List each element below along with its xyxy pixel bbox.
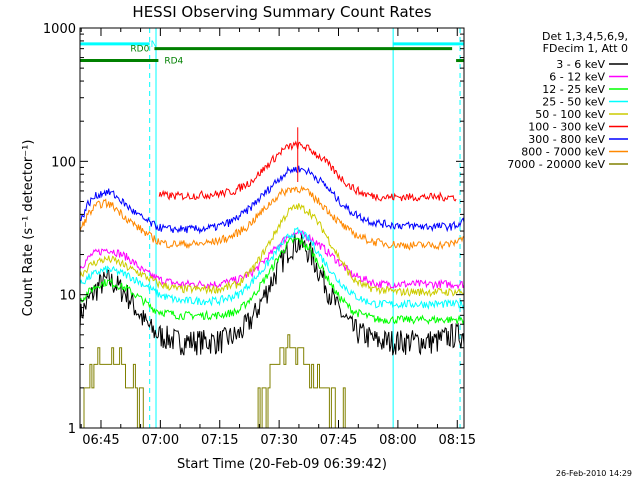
flag-label-rd4: RD4 [164,57,183,67]
legend-label-100-300-kev: 100 - 300 keV [528,121,605,134]
series-line-3-6-kev [79,232,465,356]
series-line-50-100-kev [79,203,465,298]
series-line-6-12-kev [79,229,465,291]
y-axis-label: Count Rate (s⁻¹ detector⁻¹) [21,140,36,317]
y-tick-label: 100 [51,155,76,170]
series-line-7000-20000-kev [80,334,464,429]
x-tick-label: 08:15 [439,433,476,448]
legend-header-line-2: FDecim 1, Att 0 [543,42,628,55]
legend-label-800-7000-kev: 800 - 7000 keV [521,146,605,159]
legend-label-12-25-kev: 12 - 25 keV [542,83,605,96]
legend-label-3-6-kev: 3 - 6 keV [556,58,605,71]
legend-header-line-1: Det 1,3,4,5,6,9, [542,30,628,43]
legend-label-50-100-kev: 50 - 100 keV [535,108,605,121]
chart-title: HESSI Observing Summary Count Rates [132,3,431,21]
legend-label-6-12-kev: 6 - 12 keV [549,71,605,84]
series-line-800-7000-kev [79,185,465,251]
y-tick-label: 1 [68,422,76,437]
series-line-300-800-kev [80,165,465,235]
y-tick-label: 10 [59,289,76,304]
legend-label-25-50-kev: 25 - 50 keV [542,96,605,109]
x-tick-label: 07:00 [142,433,179,448]
axes: 1 10 100 1000 06:45 07:00 07:15 07:30 07:45 08:00… [43,22,476,448]
legend-label-7000-20000-kev: 7000 - 20000 keV [507,158,605,171]
series-line-100-300-kev [158,140,457,202]
legend: Det 1,3,4,5,6,9, FDecim 1, Att 0 3 - 6 k… [507,30,628,171]
plot-frame [79,27,465,429]
x-axis-label: Start Time (20-Feb-09 06:39:42) [177,457,387,472]
flag-label-n: N [151,40,158,50]
x-tick-label: 07:30 [260,433,297,448]
series-line-12-25-kev [79,237,465,326]
y-tick-label: 1000 [43,22,76,37]
x-tick-label: 06:45 [82,433,119,448]
x-tick-label: 08:00 [379,433,416,448]
flag-label-rd0: RD0 [130,45,149,55]
legend-label-300-800-kev: 300 - 800 keV [528,133,605,146]
x-tick-label: 07:15 [201,433,238,448]
x-tick-label: 07:45 [320,433,357,448]
footer-date: 26-Feb-2010 14:29 [556,469,632,478]
series-line-25-50-kev [79,226,465,311]
